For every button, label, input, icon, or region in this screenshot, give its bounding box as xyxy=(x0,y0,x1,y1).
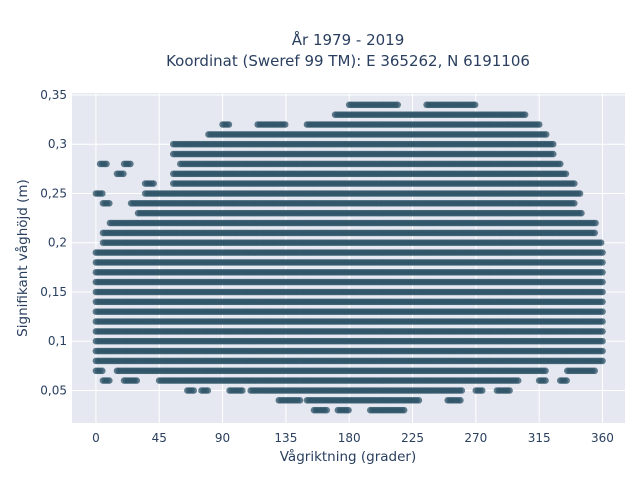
data-point xyxy=(150,180,157,187)
data-point xyxy=(99,190,106,197)
data-points xyxy=(92,101,606,414)
data-point xyxy=(506,387,513,394)
data-point xyxy=(400,406,408,414)
data-point xyxy=(599,298,606,306)
data-point xyxy=(599,269,606,276)
data-point xyxy=(576,190,584,197)
data-point xyxy=(458,387,466,394)
data-point xyxy=(478,387,486,394)
data-point xyxy=(204,387,212,394)
data-point xyxy=(514,377,522,384)
data-point xyxy=(599,288,606,296)
data-point xyxy=(323,406,331,414)
data-point xyxy=(599,318,606,325)
data-point xyxy=(599,308,606,316)
data-point xyxy=(571,200,578,207)
data-point xyxy=(133,377,140,384)
data-point xyxy=(106,200,113,207)
data-point xyxy=(457,397,464,404)
data-point xyxy=(296,397,304,404)
data-point xyxy=(239,387,246,394)
data-point xyxy=(599,347,606,355)
data-point xyxy=(591,229,598,237)
data-point xyxy=(599,357,606,365)
data-point xyxy=(599,249,606,256)
data-point xyxy=(592,219,599,227)
data-point xyxy=(415,397,423,404)
data-point xyxy=(599,337,606,345)
data-point xyxy=(99,367,106,375)
data-point xyxy=(106,377,113,384)
data-point xyxy=(599,328,606,335)
data-point xyxy=(597,239,605,246)
data-point xyxy=(190,387,197,394)
data-point xyxy=(599,278,606,286)
data-point xyxy=(542,367,549,375)
data-point xyxy=(563,377,570,384)
data-point xyxy=(345,406,352,414)
data-point xyxy=(578,209,585,217)
data-point xyxy=(599,259,606,266)
data-point xyxy=(542,377,549,384)
data-point xyxy=(591,367,598,375)
